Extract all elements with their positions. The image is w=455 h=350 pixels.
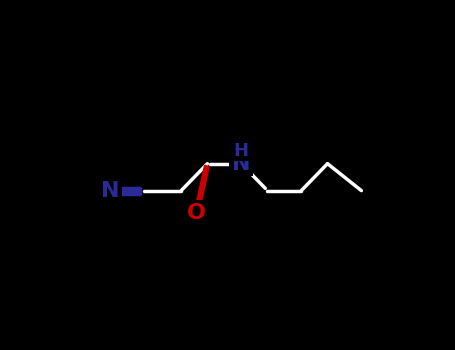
Text: N: N <box>101 181 120 201</box>
Text: O: O <box>187 203 206 223</box>
Text: H: H <box>234 141 249 160</box>
Text: N: N <box>232 154 251 174</box>
